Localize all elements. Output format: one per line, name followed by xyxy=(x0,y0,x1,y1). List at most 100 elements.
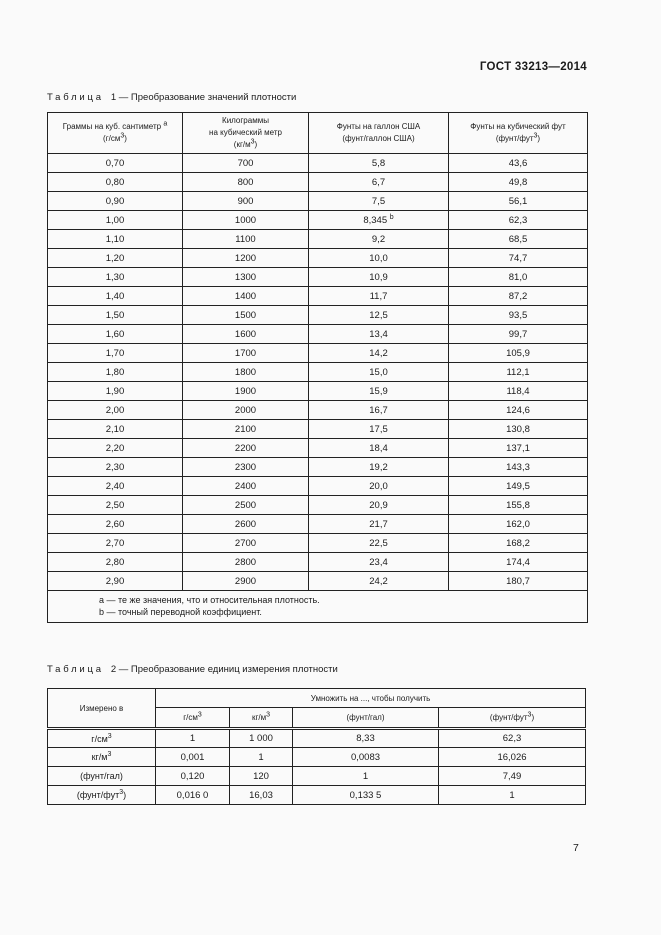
table-cell: 1900 xyxy=(182,381,309,401)
table-cell: 1200 xyxy=(182,248,309,268)
table-cell: 800 xyxy=(182,172,309,192)
header-line: (г/см3) xyxy=(103,132,127,143)
table-cell: 1,70 xyxy=(47,343,183,363)
table-cell: 1,50 xyxy=(47,305,183,325)
table-cell: 149,5 xyxy=(448,476,588,496)
table1-col-header-kg-m3: Килограммы на кубический метр (кг/м3) xyxy=(182,112,309,154)
table-cell: 2,30 xyxy=(47,457,183,477)
footnote-a: a — те же значения, что и относительная … xyxy=(99,595,320,605)
table-cell: 2,80 xyxy=(47,552,183,572)
table-cell: 900 xyxy=(182,191,309,211)
table-cell: 2700 xyxy=(182,533,309,553)
table-cell: 2,60 xyxy=(47,514,183,534)
footnote-b: b — точный переводной коэффициент. xyxy=(99,607,262,618)
table-cell: 2200 xyxy=(182,438,309,458)
table-cell: 1,00 xyxy=(47,210,183,230)
header-line: Килограммы xyxy=(222,116,269,125)
table1-caption: Таблица 1 — Преобразование значений плотн… xyxy=(47,92,296,103)
header-line: (фунт/фут3) xyxy=(495,132,541,143)
table-cell: 105,9 xyxy=(448,343,588,363)
table-cell: 6,7 xyxy=(308,172,449,192)
table-cell: 68,5 xyxy=(448,229,588,249)
table-row: 1,70 1700 14,2 105,9 xyxy=(47,343,588,363)
table-cell: 12,5 xyxy=(308,305,449,325)
table-row: г/см3 1 1 000 8,33 62,3 xyxy=(47,728,587,748)
table2-subheader-g-cm3: г/см3 xyxy=(155,707,230,730)
table-cell: 180,7 xyxy=(448,571,588,591)
table-cell: 1000 xyxy=(182,210,309,230)
table-cell: 20,9 xyxy=(308,495,449,515)
table-cell: (фунт/фут3) xyxy=(47,785,156,805)
table-cell: 56,1 xyxy=(448,191,588,211)
table-cell: 62,3 xyxy=(437,728,587,748)
table-cell: 0,80 xyxy=(47,172,183,192)
table-cell: 2000 xyxy=(182,400,309,420)
table-row: 1,90 1900 15,9 118,4 xyxy=(47,381,588,401)
header-line: Фунты на галлон США xyxy=(336,122,421,131)
table-cell: 15,0 xyxy=(308,362,449,382)
doc-number: ГОСТ 33213—2014 xyxy=(479,61,587,73)
table-cell: 1,30 xyxy=(47,267,183,287)
table-row: 1,30 1300 10,9 81,0 xyxy=(47,267,588,287)
page-number: 7 xyxy=(573,842,579,854)
table-cell: 17,5 xyxy=(308,419,449,439)
table-cell: 16,03 xyxy=(229,785,293,805)
table2-header-row-2: г/см3 кг/м3 (фунт/гал) (фунт/фут3) xyxy=(48,707,587,730)
table2-caption: Таблица 2 — Преобразование единиц измерен… xyxy=(47,664,338,675)
table-cell: 118,4 xyxy=(448,381,588,401)
table1-header-row: Граммы на куб. сантиметр a (г/см3) Килогр… xyxy=(47,112,588,154)
table-cell: (фунт/гал) xyxy=(47,766,156,786)
table-row: 1,60 1600 13,4 99,7 xyxy=(47,324,588,344)
table-cell: 16,026 xyxy=(437,747,587,767)
table-cell: 74,7 xyxy=(448,248,588,268)
table-row: 2,70 2700 22,5 168,2 xyxy=(47,533,588,553)
table-cell: 0,70 xyxy=(47,153,183,173)
table-cell: 2,50 xyxy=(47,495,183,515)
table-cell: 1600 xyxy=(182,324,309,344)
table-cell: 2500 xyxy=(182,495,309,515)
density-values-table: Граммы на куб. сантиметр a (г/см3) Килогр… xyxy=(47,112,588,624)
unit-conversion-table: Измерено в Умножить на ..., чтобы получи… xyxy=(47,688,587,805)
table-cell: 14,2 xyxy=(308,343,449,363)
table-row: 2,80 2800 23,4 174,4 xyxy=(47,552,588,572)
table-cell: 0,90 xyxy=(47,191,183,211)
table1-footnote-cell: a — те же значения, что и относительная … xyxy=(47,589,588,624)
table1-caption-text: 1 — Преобразование значений плотности xyxy=(110,92,297,103)
table-cell: 124,6 xyxy=(448,400,588,420)
table-cell: 5,8 xyxy=(308,153,449,173)
table1-footnote-row: a — те же значения, что и относительная … xyxy=(47,589,588,624)
table-cell: 1 xyxy=(437,785,587,805)
table2-span-header: Умножить на ..., чтобы получить xyxy=(154,688,587,708)
table-cell: 24,2 xyxy=(308,571,449,591)
table-cell: 8,345 b xyxy=(308,210,449,230)
table-cell: 112,1 xyxy=(448,362,588,382)
table-row: 2,60 2600 21,7 162,0 xyxy=(47,514,588,534)
table-cell: г/см3 xyxy=(47,728,156,748)
table-cell: 81,0 xyxy=(448,267,588,287)
table-cell: 162,0 xyxy=(448,514,588,534)
table-cell: 2,40 xyxy=(47,476,183,496)
table-cell: 2300 xyxy=(182,457,309,477)
table-row: 1,50 1500 12,5 93,5 xyxy=(47,305,588,325)
table-cell: 1,20 xyxy=(47,248,183,268)
header-line: Фунты на кубический фут xyxy=(470,122,566,131)
table-cell: 1,90 xyxy=(47,381,183,401)
table-cell: 1 xyxy=(155,728,230,748)
table-row: 2,50 2500 20,9 155,8 xyxy=(47,495,588,515)
table-cell: 9,2 xyxy=(308,229,449,249)
table-cell: 0,0083 xyxy=(292,747,439,767)
table-row: кг/м3 0,001 1 0,0083 16,026 xyxy=(47,747,587,767)
table-cell: 23,4 xyxy=(308,552,449,572)
table1-col-header-lb-gal: Фунты на галлон США (фунт/галлон США) xyxy=(308,112,449,154)
table-cell: 2900 xyxy=(182,571,309,591)
header-line: (фунт/галлон США) xyxy=(342,134,415,143)
table-row: 0,90 900 7,5 56,1 xyxy=(47,191,588,211)
table-cell: 21,7 xyxy=(308,514,449,534)
table1-head: Граммы на куб. сантиметр a (г/см3) Килогр… xyxy=(47,112,588,154)
table-row: 2,20 2200 18,4 137,1 xyxy=(47,438,588,458)
header-line: Граммы на куб. сантиметр a xyxy=(62,120,168,131)
header-line: (кг/м3) xyxy=(233,138,258,149)
table-cell: 13,4 xyxy=(308,324,449,344)
table-cell: 18,4 xyxy=(308,438,449,458)
table-cell: 1,60 xyxy=(47,324,183,344)
